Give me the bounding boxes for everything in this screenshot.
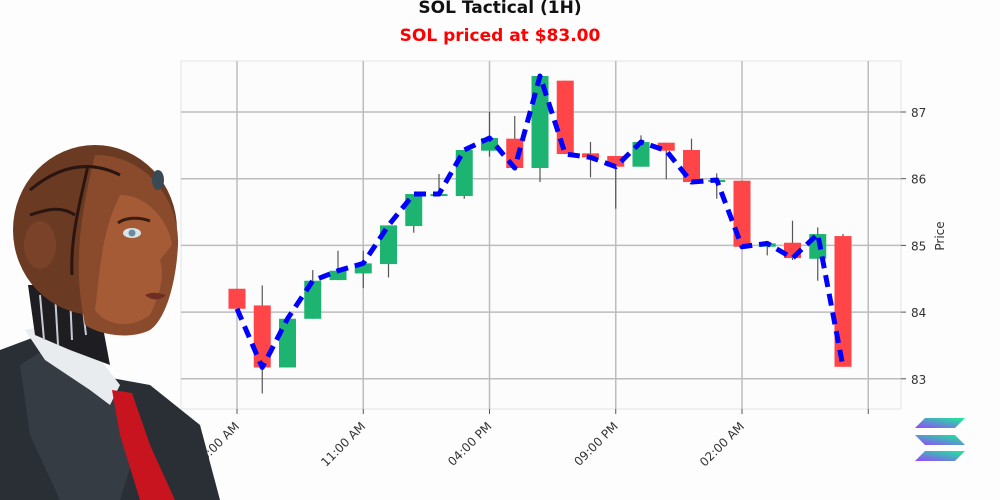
y-axis: 83 84 85 86 87 [901,106,926,387]
plot-area [180,60,902,410]
y-tick-label: 83 [911,373,926,387]
y-tick-label: 85 [911,239,926,253]
candle [607,156,625,167]
x-axis: 06:00 AM 11:00 AM 04:00 PM 09:00 PM 02:00 AM [192,409,869,469]
chart-title: SOL Tactical (1H) [418,0,582,18]
x-tick-label: 09:00 PM [571,419,620,468]
candle [657,142,675,151]
x-tick-label: 02:00 AM [697,419,747,469]
close-price-line [234,73,846,370]
candle [279,318,296,368]
candle [354,263,372,274]
candle [329,270,347,281]
candle [228,288,246,309]
x-tick-label: 04:00 PM [445,419,494,468]
y-axis-label: Price [933,221,947,250]
ai-avatar-illustration [0,145,220,500]
x-tick-label: 11:00 AM [318,419,368,469]
candle [556,80,574,155]
candle [253,305,271,368]
grid-lines [181,61,901,409]
candle [834,236,852,367]
candles [228,75,852,394]
y-tick-label: 87 [911,106,926,120]
price-subtitle: SOL priced at $83.00 [399,26,601,46]
solana-logo-icon [915,418,965,461]
y-tick-label: 84 [911,306,926,320]
y-tick-label: 86 [911,173,926,187]
